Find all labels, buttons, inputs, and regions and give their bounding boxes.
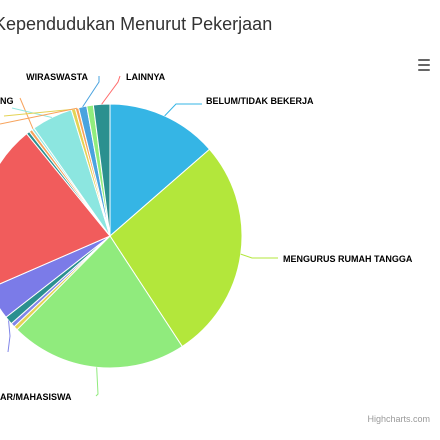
hamburger-menu-icon[interactable] xyxy=(414,56,434,74)
pie-slice-6[interactable] xyxy=(0,235,111,318)
label-pelajar: AR/MAHASISWA xyxy=(0,392,72,402)
menu-line xyxy=(418,59,430,62)
pie-slices xyxy=(0,103,243,369)
menu-line xyxy=(418,69,430,72)
pie-slice-7[interactable] xyxy=(0,132,111,289)
connector-small-3 xyxy=(0,107,78,125)
connector-small-bottom xyxy=(7,320,11,353)
label-belum: BELUM/TIDAK BEKERJA xyxy=(206,96,314,106)
label-wiraswasta: WIRASWASTA xyxy=(26,72,88,82)
connector-pelajar xyxy=(95,367,99,397)
menu-line xyxy=(418,64,430,67)
label-lainnya: LAINNYA xyxy=(126,72,166,82)
pie-slice-2[interactable] xyxy=(16,235,183,369)
connector-small-1 xyxy=(11,107,53,118)
credits-link[interactable]: Highcharts.com xyxy=(367,414,430,424)
connector-lainnya xyxy=(101,75,121,105)
data-labels: BELUM/TIDAK BEKERJA MENGURUS RUMAH TANGGA… xyxy=(0,72,413,402)
connector-mengurus xyxy=(240,253,278,259)
pie-slice-16[interactable] xyxy=(92,103,111,237)
label-connectors xyxy=(0,75,278,397)
chart-title: Kependudukan Menurut Pekerjaan xyxy=(0,14,273,34)
connector-belum xyxy=(164,103,202,117)
label-left-partial: NG xyxy=(0,96,14,106)
connector-wiraswasta xyxy=(82,76,100,108)
label-mengurus: MENGURUS RUMAH TANGGA xyxy=(283,254,413,264)
connector-small-2 xyxy=(3,108,74,117)
